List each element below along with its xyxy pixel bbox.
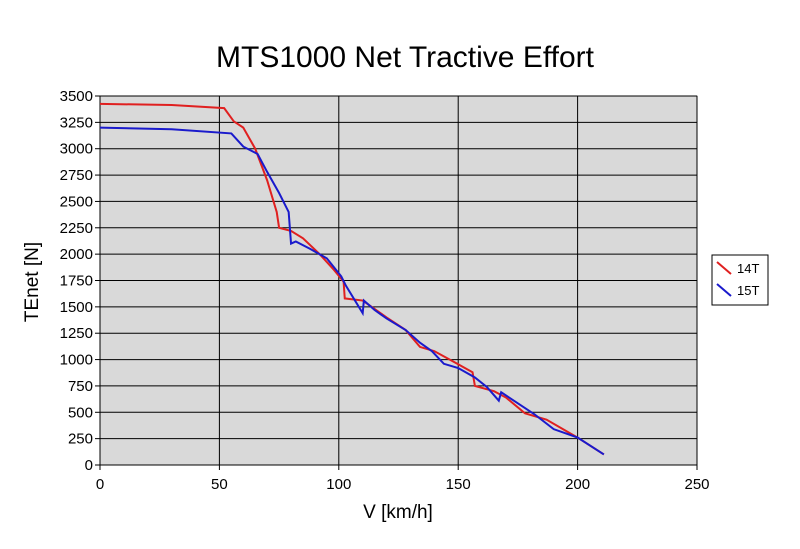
x-tick-label: 250 — [684, 476, 709, 493]
y-tick-label: 3000 — [60, 141, 93, 158]
x-tick-label: 150 — [446, 476, 471, 493]
y-tick-label: 750 — [68, 378, 93, 395]
y-tick-label: 2000 — [60, 246, 93, 263]
y-tick-label: 1250 — [60, 325, 93, 342]
y-tick-label: 1500 — [60, 299, 93, 316]
y-tick-label: 250 — [68, 431, 93, 448]
x-tick-label: 50 — [211, 476, 228, 493]
series-line-15T — [99, 126, 605, 456]
y-tick-label: 0 — [85, 457, 93, 474]
chart-title: MTS1000 Net Tractive Effort — [216, 41, 595, 74]
y-tick-label: 3500 — [60, 88, 93, 105]
y-tick-label: 2750 — [60, 167, 93, 184]
x-tick-label: 200 — [565, 476, 590, 493]
y-tick-label: 2250 — [60, 220, 93, 237]
y-tick-label: 2500 — [60, 193, 93, 210]
y-tick-label: 3250 — [60, 114, 93, 131]
y-axis-label: TEnet [N] — [22, 242, 43, 322]
legend-marker-14T — [716, 261, 732, 275]
y-tick-label: 1000 — [60, 352, 93, 369]
x-tick-label: 0 — [96, 476, 104, 493]
x-axis-label: V [km/h] — [363, 502, 433, 523]
x-tick-label: 100 — [326, 476, 351, 493]
legend-box — [711, 254, 769, 306]
legend-label-14T: 14T — [737, 261, 759, 276]
legend-marker-15T — [716, 283, 732, 297]
y-tick-label: 1750 — [60, 273, 93, 290]
y-tick-label: 500 — [68, 404, 93, 421]
legend-label-15T: 15T — [737, 283, 759, 298]
